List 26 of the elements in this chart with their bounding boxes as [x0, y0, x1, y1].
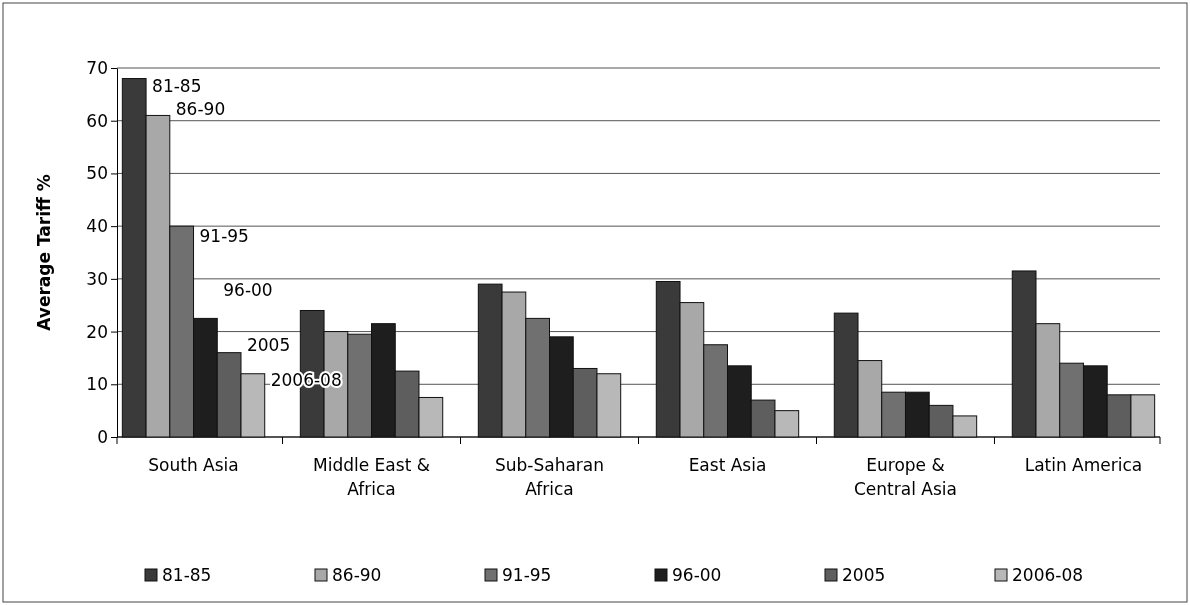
annotation: 81-85	[152, 76, 202, 97]
y-tick-label: 40	[86, 216, 108, 237]
y-tick-label: 0	[97, 426, 108, 447]
annotation: 91-95	[199, 226, 249, 247]
x-tick-label: Middle East & Africa	[313, 455, 430, 499]
annotation: 86-90	[175, 99, 226, 120]
y-tick-label: 70	[86, 57, 108, 78]
x-tick-label: Sub-Saharan Africa	[494, 455, 605, 499]
x-tick-label: Latin America	[1024, 455, 1143, 475]
legend-label: 96-00	[672, 565, 722, 585]
annotation: 96-00	[223, 280, 273, 301]
legend-label: 91-95	[502, 565, 552, 585]
legend-label: 86-90	[332, 565, 382, 585]
legend-label: 81-85	[162, 565, 212, 585]
y-tick-label: 20	[86, 321, 108, 342]
x-tick-label: East Asia	[688, 455, 767, 475]
y-tick-label: 10	[86, 374, 108, 395]
annotation: 2005	[247, 334, 291, 355]
y-tick-label: 50	[86, 163, 108, 184]
legend-label: 2005	[842, 565, 886, 585]
y-tick-label: 30	[86, 268, 108, 289]
x-tick-label: Europe & Central Asia	[854, 455, 957, 499]
y-axis-title: Average Tariff %	[34, 174, 54, 331]
x-tick-label: South Asia	[148, 455, 239, 475]
legend-label: 2006-08	[1012, 565, 1084, 585]
y-tick-label: 60	[86, 110, 108, 131]
